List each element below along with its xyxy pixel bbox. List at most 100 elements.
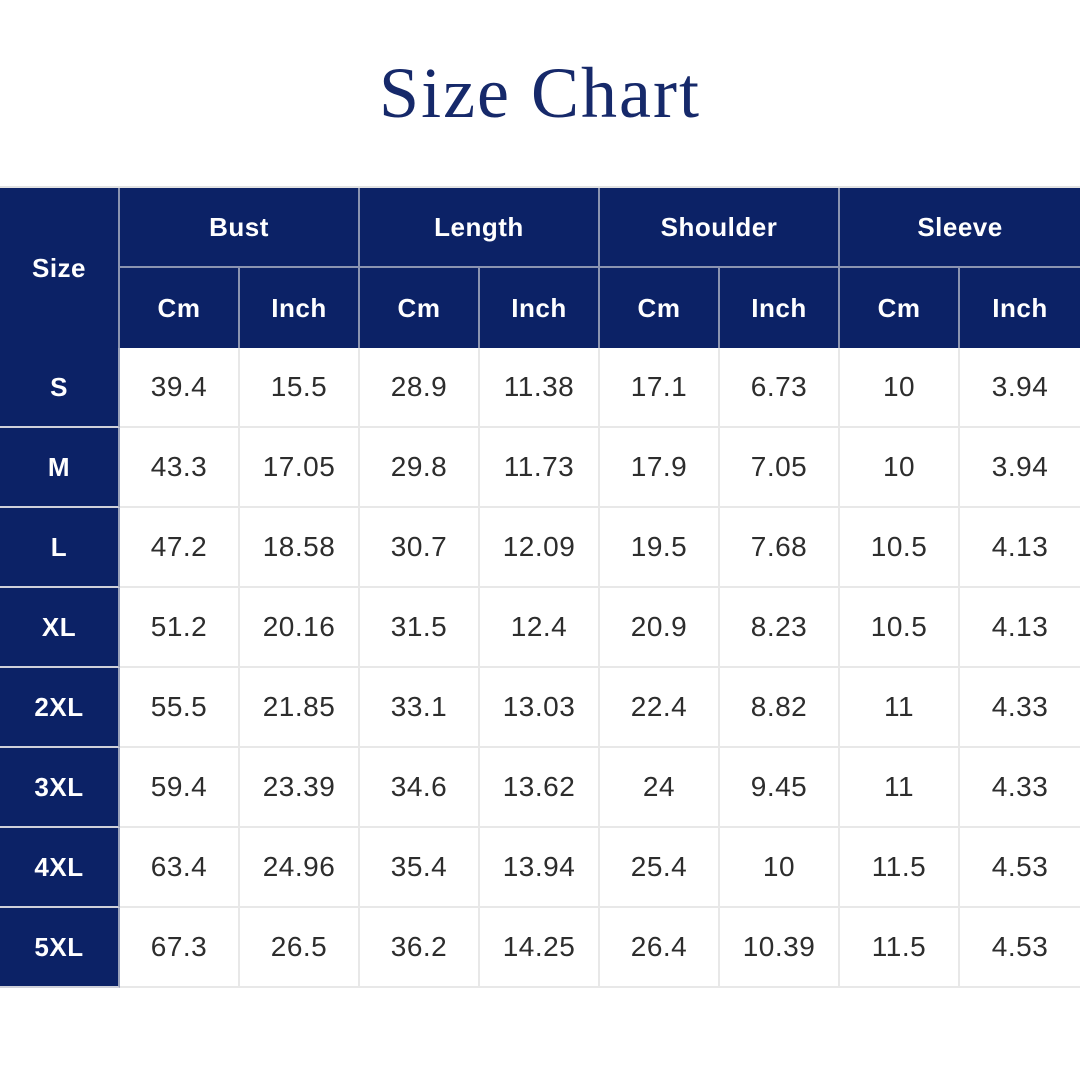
table-cell: 31.5 [360, 588, 480, 668]
table-row: 5XL 67.3 26.5 36.2 14.25 26.4 10.39 11.5… [0, 908, 1080, 988]
header-group-row: Size Bust Length Shoulder Sleeve [0, 188, 1080, 348]
page-title: Size Chart [379, 52, 701, 133]
table-row: S 39.4 15.5 28.9 11.38 17.1 6.73 10 3.94 [0, 348, 1080, 428]
table-cell: 13.94 [480, 828, 600, 908]
table-cell: 17.1 [600, 348, 720, 428]
table-cell: 6.73 [720, 348, 841, 428]
table-cell: 10.5 [840, 588, 961, 668]
unit-header-sleeve-inch: Inch [960, 268, 1080, 348]
table-cell: 12.4 [480, 588, 600, 668]
unit-header-shoulder-cm: Cm [600, 268, 720, 348]
table-cell: 9.45 [720, 748, 841, 828]
table-cell: 24 [600, 748, 720, 828]
table-cell: 18.58 [240, 508, 360, 588]
unit-header-shoulder-inch: Inch [720, 268, 841, 348]
table-cell: 4.13 [960, 508, 1080, 588]
table-row: 3XL 59.4 23.39 34.6 13.62 24 9.45 11 4.3… [0, 748, 1080, 828]
table-cell: 19.5 [600, 508, 720, 588]
table-cell: 10 [840, 428, 961, 508]
table-header: Size Bust Length Shoulder Sleeve Cm Inch… [0, 188, 1080, 348]
table-cell: 17.05 [240, 428, 360, 508]
table-cell: 10.5 [840, 508, 961, 588]
table-cell: 10 [840, 348, 961, 428]
table-cell: 39.4 [120, 348, 240, 428]
table-cell: 7.05 [720, 428, 841, 508]
table-cell: 20.9 [600, 588, 720, 668]
table-cell: 8.23 [720, 588, 841, 668]
table-row: L 47.2 18.58 30.7 12.09 19.5 7.68 10.5 4… [0, 508, 1080, 588]
title-band: Size Chart [0, 0, 1080, 186]
unit-header-bust-cm: Cm [120, 268, 240, 348]
table-cell: 12.09 [480, 508, 600, 588]
table-cell: 11 [840, 748, 961, 828]
column-group-shoulder: Shoulder [600, 188, 841, 268]
table-cell: 63.4 [120, 828, 240, 908]
size-label: S [0, 348, 120, 428]
table-cell: 23.39 [240, 748, 360, 828]
table-cell: 11.38 [480, 348, 600, 428]
table-cell: 22.4 [600, 668, 720, 748]
table-cell: 28.9 [360, 348, 480, 428]
table-cell: 8.82 [720, 668, 841, 748]
table-cell: 29.8 [360, 428, 480, 508]
table-cell: 3.94 [960, 348, 1080, 428]
table-cell: 30.7 [360, 508, 480, 588]
table-cell: 13.03 [480, 668, 600, 748]
unit-header-length-cm: Cm [360, 268, 480, 348]
table-cell: 11.5 [840, 828, 961, 908]
unit-header-bust-inch: Inch [240, 268, 360, 348]
table-cell: 11.5 [840, 908, 961, 988]
table-cell: 17.9 [600, 428, 720, 508]
size-label: XL [0, 588, 120, 668]
column-header-size: Size [0, 188, 120, 348]
column-group-sleeve: Sleeve [840, 188, 1080, 268]
table-cell: 14.25 [480, 908, 600, 988]
table-cell: 47.2 [120, 508, 240, 588]
column-group-bust: Bust [120, 188, 360, 268]
table-cell: 51.2 [120, 588, 240, 668]
table-cell: 34.6 [360, 748, 480, 828]
size-label: 5XL [0, 908, 120, 988]
table-cell: 24.96 [240, 828, 360, 908]
table-cell: 20.16 [240, 588, 360, 668]
table-cell: 25.4 [600, 828, 720, 908]
table-cell: 67.3 [120, 908, 240, 988]
table-cell: 10.39 [720, 908, 841, 988]
table-cell: 4.13 [960, 588, 1080, 668]
size-label: L [0, 508, 120, 588]
table-cell: 4.33 [960, 668, 1080, 748]
table-cell: 3.94 [960, 428, 1080, 508]
table-row: M 43.3 17.05 29.8 11.73 17.9 7.05 10 3.9… [0, 428, 1080, 508]
table-cell: 4.53 [960, 908, 1080, 988]
size-chart-table: Size Bust Length Shoulder Sleeve Cm Inch… [0, 186, 1080, 988]
table-cell: 35.4 [360, 828, 480, 908]
table-cell: 15.5 [240, 348, 360, 428]
table-cell: 11.73 [480, 428, 600, 508]
table-row: XL 51.2 20.16 31.5 12.4 20.9 8.23 10.5 4… [0, 588, 1080, 668]
table-body: S 39.4 15.5 28.9 11.38 17.1 6.73 10 3.94… [0, 348, 1080, 988]
table-cell: 43.3 [120, 428, 240, 508]
table-cell: 13.62 [480, 748, 600, 828]
table-cell: 4.33 [960, 748, 1080, 828]
table-cell: 7.68 [720, 508, 841, 588]
header-unit-row: Cm Inch Cm Inch Cm Inch Cm Inch [0, 268, 1080, 348]
size-label: 2XL [0, 668, 120, 748]
column-group-length: Length [360, 188, 600, 268]
table-cell: 10 [720, 828, 841, 908]
table-cell: 59.4 [120, 748, 240, 828]
table-cell: 33.1 [360, 668, 480, 748]
size-label: 4XL [0, 828, 120, 908]
table-cell: 55.5 [120, 668, 240, 748]
table-cell: 26.5 [240, 908, 360, 988]
size-label: M [0, 428, 120, 508]
table-row: 4XL 63.4 24.96 35.4 13.94 25.4 10 11.5 4… [0, 828, 1080, 908]
unit-header-sleeve-cm: Cm [840, 268, 961, 348]
unit-header-length-inch: Inch [480, 268, 600, 348]
table-cell: 21.85 [240, 668, 360, 748]
table-cell: 4.53 [960, 828, 1080, 908]
table-cell: 26.4 [600, 908, 720, 988]
table-row: 2XL 55.5 21.85 33.1 13.03 22.4 8.82 11 4… [0, 668, 1080, 748]
table-cell: 11 [840, 668, 961, 748]
size-label: 3XL [0, 748, 120, 828]
table-cell: 36.2 [360, 908, 480, 988]
